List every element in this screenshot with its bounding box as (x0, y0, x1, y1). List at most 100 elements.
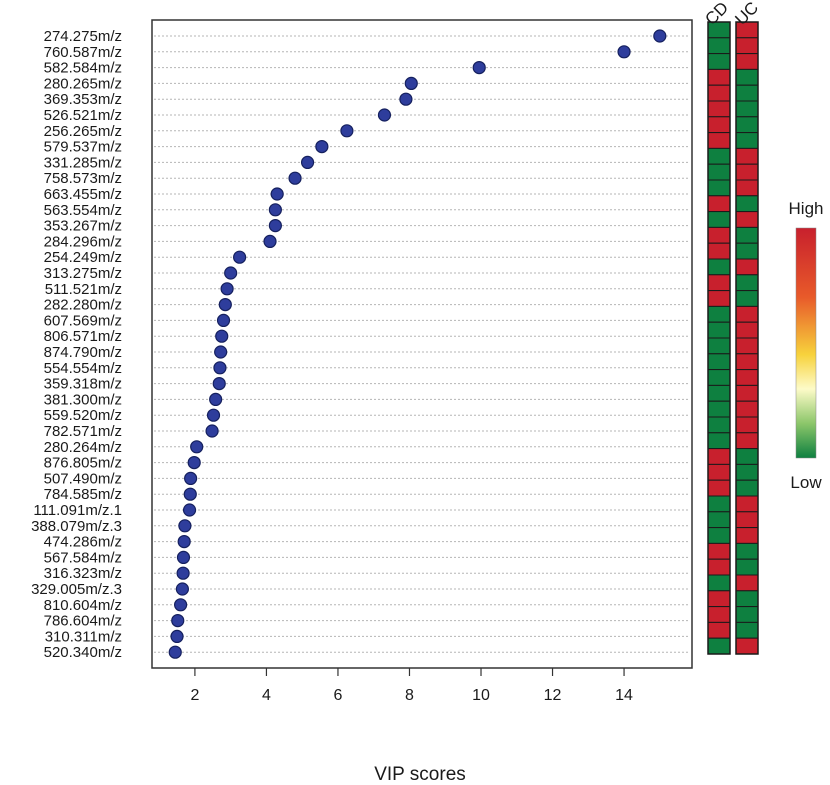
heatmap-cell (735, 637, 759, 655)
feature-label: 507.490m/z (44, 470, 122, 487)
heatmap-cell (735, 305, 759, 323)
heatmap-cell (707, 495, 731, 513)
heatmap-cell (707, 100, 731, 118)
feature-label: 274.275m/z (44, 28, 122, 45)
feature-label: 256.265m/z (44, 123, 122, 140)
heatmap-cell (735, 53, 759, 70)
feature-label: 282.280m/z (44, 297, 122, 314)
heatmap-cell (707, 606, 731, 623)
heatmap-cell (707, 321, 731, 339)
feature-label: 563.554m/z (44, 202, 122, 219)
feature-label: 876.805m/z (44, 455, 122, 472)
heatmap-cell (707, 463, 731, 481)
heatmap-cell (707, 84, 731, 102)
heatmap-cell (735, 337, 759, 355)
heatmap-cell (707, 353, 731, 371)
vip-point (183, 487, 197, 501)
heatmap-column-outline (735, 21, 759, 655)
vip-point (268, 219, 282, 233)
heatmap-cell (735, 448, 759, 465)
heatmap-cell (707, 574, 731, 592)
heatmap-cell (735, 163, 759, 181)
heatmap-cell (707, 226, 731, 244)
heatmap-cell (707, 258, 731, 276)
heatmap-cell (735, 321, 759, 339)
x-tick-label: 8 (405, 687, 414, 704)
vip-point (205, 424, 219, 438)
feature-label: 758.573m/z (44, 170, 122, 187)
vip-point (268, 203, 282, 217)
heatmap-cell (707, 400, 731, 418)
heatmap-cell (735, 369, 759, 386)
feature-label: 874.790m/z (44, 344, 122, 361)
heatmap-cell (707, 637, 731, 655)
vip-point (399, 92, 413, 106)
feature-label: 559.520m/z (44, 407, 122, 424)
heatmap-cell (735, 100, 759, 118)
vip-point (178, 519, 192, 533)
vip-point (263, 234, 277, 248)
heatmap-cell (735, 258, 759, 276)
vip-point (224, 266, 238, 280)
feature-label: 313.275m/z (44, 265, 122, 282)
vip-point (233, 250, 247, 264)
feature-label: 388.079m/z.3 (31, 518, 122, 535)
feature-label: 359.318m/z (44, 376, 122, 393)
heatmap-cell (735, 84, 759, 102)
feature-label: 607.569m/z (44, 312, 122, 329)
feature-label: 111.091m/z.1 (33, 502, 122, 519)
vip-point (377, 108, 392, 122)
vip-points (168, 29, 667, 659)
vip-point (214, 345, 228, 359)
heatmap-cell (707, 558, 731, 576)
heatmap-cell (735, 495, 759, 513)
feature-label: 806.571m/z (44, 328, 122, 345)
feature-label: 526.521m/z (44, 107, 122, 124)
vip-point (190, 440, 204, 454)
heatmap-cell (707, 242, 731, 260)
vip-point (300, 155, 315, 169)
heatmap-cell (735, 574, 759, 592)
legend-low-label: Low (790, 473, 822, 492)
feature-label: 353.267m/z (44, 218, 122, 235)
vip-point (174, 598, 188, 612)
heatmap-cell (707, 369, 731, 386)
feature-label: 474.286m/z (44, 534, 122, 551)
heatmap-cell (735, 274, 759, 292)
feature-label: 254.249m/z (44, 249, 122, 266)
heatmap-cell (707, 179, 731, 197)
heatmap-cell (707, 416, 731, 434)
heatmap-cell (707, 211, 731, 228)
vip-point (215, 329, 229, 343)
heatmap-cell (707, 274, 731, 292)
feature-label: 316.323m/z (44, 565, 122, 582)
heatmap-cell (735, 68, 759, 86)
vip-point (212, 377, 226, 391)
feature-label: 280.265m/z (44, 75, 122, 92)
feature-label: 786.604m/z (44, 613, 122, 630)
heatmap-cell (735, 195, 759, 213)
heatmap-cell (735, 606, 759, 623)
vip-point (213, 361, 227, 375)
heatmap-cell (707, 163, 731, 181)
x-axis-title: VIP scores (374, 764, 466, 785)
vip-point (168, 645, 182, 659)
vip-point (617, 45, 631, 59)
heatmap-cell (735, 37, 759, 55)
feature-label: 310.311m/z (45, 628, 122, 645)
heatmap-cell (735, 590, 759, 608)
feature-label: 381.300m/z (44, 391, 122, 408)
feature-label: 331.285m/z (44, 154, 122, 171)
heatmap-cell (735, 558, 759, 576)
plot-frame (151, 19, 693, 669)
legend-color-bar (795, 227, 817, 459)
feature-label: 784.585m/z (44, 486, 122, 503)
vip-point (187, 456, 201, 470)
feature-label: 782.571m/z (44, 423, 122, 440)
gridlines (154, 35, 690, 653)
vip-point (340, 124, 354, 138)
vip-point (404, 76, 418, 91)
heatmap-cell (735, 416, 759, 434)
heatmap-cell (735, 132, 759, 149)
vip-point (288, 171, 302, 185)
